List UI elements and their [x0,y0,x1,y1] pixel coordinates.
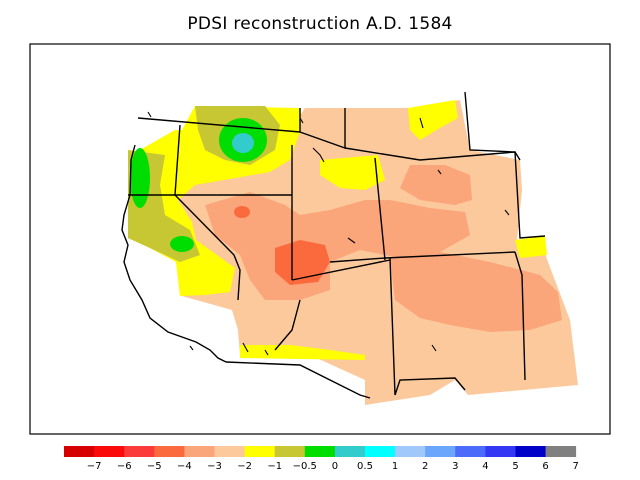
pdsi-green-south [170,236,194,252]
wy-border [374,157,386,261]
pdsi-red-spot [234,206,250,218]
pacific-coastline [121,144,227,363]
lake-outline [242,342,249,353]
legend: −7 −6 −5 −4 −3 −2 −1 −0.5 0 0.5 1 2 3 4 5 6 7 [64,446,579,472]
lake-outline [312,147,325,163]
legend-label: 4 [482,461,488,472]
pdsi-orange-east [390,252,562,332]
pdsi-yellow-montana [408,100,458,140]
legend-swatch [184,446,215,457]
lake-outline [264,349,269,356]
legend-label: 2 [422,461,428,472]
ks-border [514,251,526,381]
legend-swatch [365,446,396,457]
legend-label: −2 [237,461,252,472]
id-mt-border [299,108,346,149]
pdsi-green-coast [130,148,150,208]
dakota-border [464,91,546,239]
legend-label: −1 [267,461,282,472]
lake-outline [437,169,442,175]
legend-label: −6 [117,461,132,472]
legend-label: −3 [207,461,222,472]
legend-label: 5 [512,461,518,472]
map-title: PDSI reconstruction A.D. 1584 [187,14,453,34]
legend-label: 0.5 [357,461,373,472]
legend-label: −4 [177,461,192,472]
boundary-lines [121,91,546,399]
ut-co-border [329,251,516,263]
pdsi-field [128,100,578,405]
pdsi-orange-central [205,192,470,300]
ut-az-border [291,259,391,281]
legend-label: 3 [452,461,458,472]
lake-outline [299,117,304,124]
az-mx-border [225,361,371,399]
legend-label: 6 [542,461,548,472]
lake-outlines [147,111,510,356]
pdsi-orange-nw [400,165,472,205]
co-nm-border [389,257,396,396]
legend-label: −7 [87,461,102,472]
legend-swatch [154,446,185,457]
pdsi-red-core [275,240,330,285]
legend-swatch [334,446,366,457]
legend-label: −5 [147,461,162,472]
lake-outline [147,111,152,118]
legend-swatch [304,446,336,457]
legend-swatch [485,446,516,457]
canada-border-east [344,147,521,161]
legend-label: −0.5 [293,461,317,472]
legend-swatch [455,446,486,457]
legend-swatch [395,446,426,457]
lake-outline [431,344,437,352]
lake-outline [189,345,194,351]
legend-label: 1 [392,461,398,472]
lake-outline [419,117,424,129]
legend-swatch [545,446,577,457]
pdsi-yellow-wyoming [320,155,385,190]
legend-swatch [124,446,155,457]
ca-nv-border [174,124,241,301]
legend-swatch [515,446,546,457]
nm-tx-border [394,377,466,396]
legend-swatch [64,446,95,457]
pdsi-yellow-nebraska [515,236,547,258]
az-nm-west [274,299,301,351]
legend-swatch [244,446,276,457]
legend-swatch [214,446,245,457]
pdsi-yellow-south [240,345,365,360]
legend-swatch [425,446,456,457]
lake-outline [347,237,356,244]
legend-label: 0 [332,461,338,472]
canada-border [137,117,301,133]
lake-outline [504,209,510,216]
legend-label: 7 [573,461,579,472]
legend-swatch [274,446,306,457]
pdsi-teal-north [232,133,254,153]
legend-swatch [94,446,125,457]
